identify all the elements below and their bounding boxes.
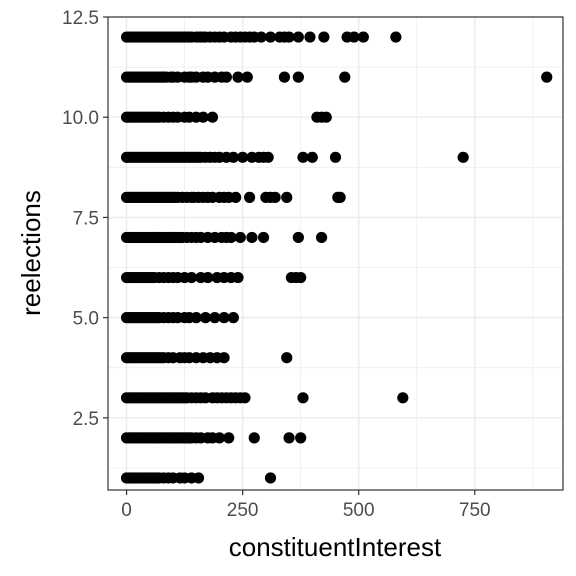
panel-border — [107, 16, 564, 491]
data-point — [297, 151, 309, 163]
data-point — [348, 31, 360, 43]
x-tick-label: 500 — [343, 500, 375, 521]
y-axis-title: reelections — [16, 190, 46, 316]
data-point — [209, 312, 221, 324]
data-point — [227, 312, 239, 324]
data-point — [295, 432, 307, 444]
data-point — [255, 31, 267, 43]
data-point — [262, 151, 274, 163]
y-tick-label: 5.0 — [73, 309, 99, 330]
data-point — [202, 271, 214, 284]
data-point — [283, 31, 295, 43]
y-tick-label: 2.5 — [73, 409, 99, 430]
data-point — [315, 231, 328, 244]
data-point — [257, 231, 270, 244]
data-point — [244, 191, 256, 203]
y-tick-label: 7.5 — [73, 208, 99, 229]
data-point — [320, 111, 332, 123]
data-point — [297, 392, 309, 404]
panel-background — [108, 17, 563, 490]
data-point — [223, 432, 235, 444]
data-point — [246, 231, 258, 244]
data-point — [192, 472, 205, 484]
y-tick-label: 12.5 — [62, 8, 99, 29]
data-point — [292, 231, 304, 244]
data-point — [241, 71, 253, 83]
data-point — [197, 111, 209, 123]
data-point — [390, 31, 402, 43]
data-point — [318, 31, 330, 43]
data-point — [234, 231, 246, 244]
data-point — [213, 432, 226, 444]
y-tick-label: 10.0 — [62, 108, 99, 129]
data-point — [264, 472, 277, 484]
data-point — [239, 392, 251, 404]
data-point — [457, 151, 469, 163]
data-point — [334, 191, 346, 203]
data-point — [278, 71, 291, 83]
data-point — [232, 271, 244, 284]
data-point — [357, 31, 369, 43]
data-point — [295, 271, 307, 284]
data-point — [329, 151, 342, 163]
data-point — [220, 71, 232, 83]
data-point — [269, 191, 281, 203]
x-tick-label: 250 — [227, 500, 259, 521]
data-points — [120, 31, 553, 484]
x-tick-label: 0 — [121, 500, 132, 521]
data-point — [541, 71, 553, 83]
data-point — [199, 312, 212, 324]
data-point — [230, 191, 242, 203]
data-point — [225, 231, 237, 244]
data-point — [190, 312, 202, 324]
data-point — [397, 392, 409, 404]
data-point — [264, 31, 277, 43]
x-tick-label: 750 — [459, 500, 491, 521]
data-point — [292, 31, 304, 43]
data-point — [292, 71, 304, 83]
data-point — [306, 151, 318, 163]
data-point — [206, 111, 219, 123]
data-point — [339, 71, 351, 83]
axis-ticks: 0 250 500 750 2.5 5.0 7.5 10.0 12.5 — [62, 8, 491, 521]
data-point — [248, 432, 260, 444]
data-point — [227, 151, 239, 163]
data-point — [185, 271, 198, 284]
x-axis-title: constituentInterest — [229, 532, 442, 562]
data-point — [218, 352, 230, 364]
data-point — [237, 151, 249, 163]
data-point — [304, 31, 316, 43]
data-point — [232, 71, 244, 83]
data-point — [281, 352, 293, 364]
data-point — [218, 312, 230, 324]
data-point — [283, 432, 295, 444]
data-point — [281, 191, 293, 203]
